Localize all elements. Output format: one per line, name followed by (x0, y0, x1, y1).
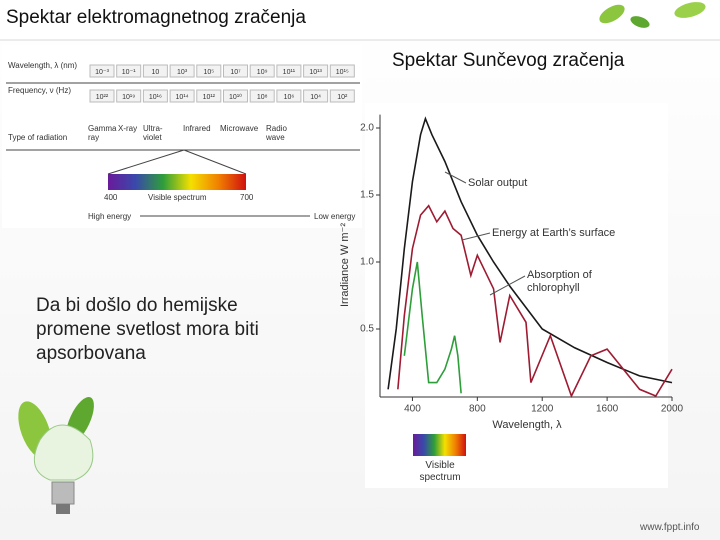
annotation-leader (461, 232, 491, 241)
y-tick-label: 0.5 (360, 324, 374, 335)
frequency-value: 10²² (96, 94, 109, 101)
radiation-type: Radio wave (266, 124, 287, 142)
x-axis-label: Wavelength, λ (492, 419, 562, 431)
wavelength-box (276, 64, 302, 78)
em-rules (6, 82, 360, 175)
bulb-decoration (18, 396, 94, 514)
y-tick-label: 1.5 (360, 190, 374, 201)
wavelength-box (303, 64, 329, 78)
radiation-type: Microwave (220, 124, 259, 133)
x-tick-label: 800 (469, 404, 486, 415)
wavelength-box (116, 64, 142, 78)
frequency-box (249, 89, 275, 103)
frequency-box (223, 89, 248, 103)
frequency-label: Frequency, ν (Hz) (8, 86, 71, 95)
wavelength-value: 10³ (177, 69, 188, 76)
frequency-box (142, 89, 168, 103)
frequency-box (169, 89, 195, 103)
frequency-value: 10⁶ (284, 94, 295, 101)
wavelength-value: 10⁵ (203, 69, 214, 76)
y-tick-label: 2.0 (360, 123, 374, 134)
wavelength-value: 10¹¹ (283, 69, 296, 76)
frequency-value: 10¹⁶ (149, 94, 162, 101)
frequency-box (329, 89, 355, 103)
leaf-decoration (599, 2, 706, 28)
wavelength-box (249, 64, 275, 78)
series-line (387, 116, 673, 390)
footer: www.fppt.info (640, 522, 700, 533)
wavelength-value: 10⁻³ (95, 69, 109, 76)
body-text: Da bi došlo do hemijske promene svetlost… (36, 295, 259, 364)
spectrum-label: Visible spectrum (419, 460, 461, 483)
x-tick-label: 1600 (596, 404, 619, 415)
wavelength-box (142, 64, 168, 78)
series-line (403, 261, 462, 394)
wavelength-box (169, 64, 195, 78)
frequency-value: 10¹² (203, 94, 216, 101)
frequency-box (89, 89, 115, 103)
radiation-type: Gamma ray (88, 124, 117, 142)
frequency-box (276, 89, 302, 103)
wavelength-box (223, 64, 248, 78)
em-visible-bar (108, 174, 246, 190)
y-tick-label: 1.0 (360, 257, 374, 268)
type-label: Type of radiation (8, 133, 68, 142)
frequency-value: 10⁸ (257, 94, 268, 101)
wavelength-value: 10¹⁵ (336, 69, 349, 76)
radiation-type: Infrared (183, 124, 211, 133)
wavelength-value: 10⁹ (257, 69, 268, 76)
frequency-box (303, 89, 329, 103)
series-annotation: Energy at Earth’s surface (492, 227, 615, 239)
high-energy: High energy (88, 212, 132, 221)
wavelength-box (196, 64, 222, 78)
series-annotation: Solar output (468, 177, 527, 189)
x-tick-label: 400 (404, 404, 421, 415)
x-tick-label: 1200 (531, 404, 554, 415)
series-line (397, 204, 673, 399)
wavelength-value: 10⁻¹ (122, 69, 136, 76)
frequency-value: 10⁴ (310, 94, 321, 101)
frequency-box (116, 89, 142, 103)
frequency-value: 10¹⁴ (176, 94, 189, 101)
frequency-value: 10¹⁹ (122, 94, 135, 101)
wavelength-box (329, 64, 355, 78)
solar-visible-bar (413, 434, 466, 456)
visible-end: 700 (240, 193, 254, 202)
radiation-type: X-ray (118, 124, 138, 133)
wavelength-box (89, 64, 115, 78)
frequency-box (196, 89, 222, 103)
wavelength-value: 10¹³ (309, 69, 322, 76)
wavelength-label: Wavelength, λ (nm) (8, 61, 78, 70)
subtitle: Spektar Sunčevog zračenja (392, 50, 625, 71)
frequency-value: 10¹⁰ (229, 93, 242, 101)
wavelength-value: 10⁷ (230, 69, 241, 76)
slide-title: Spektar elektromagnetnog zračenja (6, 7, 306, 28)
y-axis-label: Irradiance W m⁻² (339, 223, 351, 307)
visible-start: 400 (104, 193, 118, 202)
series-annotation: Absorption of chlorophyll (527, 269, 592, 294)
frequency-value: 10² (337, 94, 348, 101)
radiation-type: Ultra-violet (143, 124, 163, 142)
wavelength-value: 10 (152, 69, 160, 76)
low-energy: Low energy (314, 212, 356, 221)
visible-label: Visible spectrum (148, 193, 207, 202)
x-tick-label: 2000 (661, 404, 684, 415)
annotation-leader (489, 275, 526, 296)
annotation-leader (444, 171, 467, 184)
